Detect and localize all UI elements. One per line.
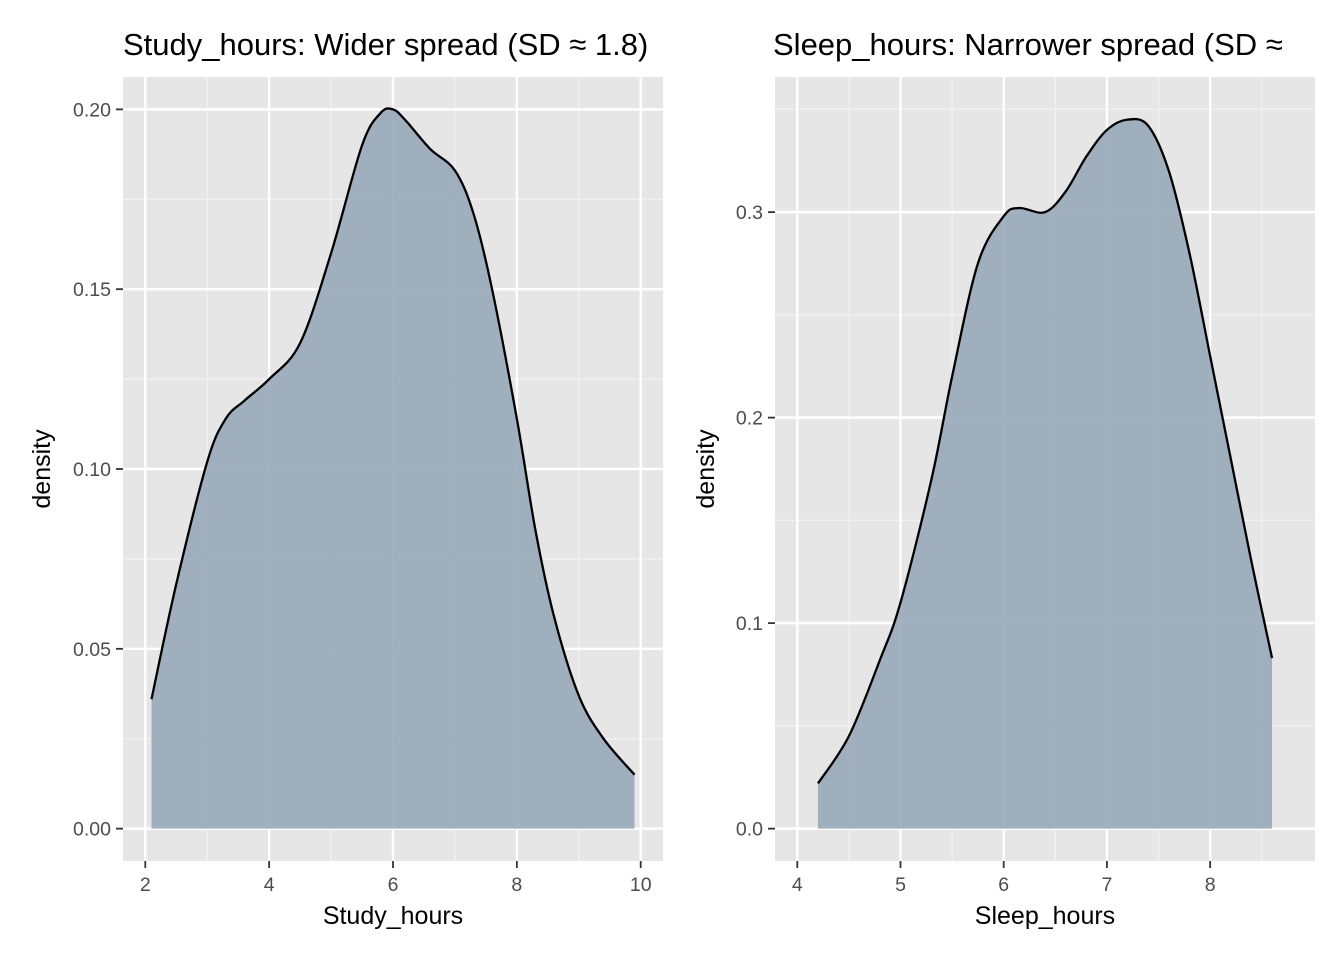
y-tick-label: 0.3 bbox=[736, 202, 763, 224]
y-tick-label: 0.0 bbox=[736, 819, 763, 841]
y-tick-label: 0.00 bbox=[73, 819, 111, 841]
y-axis-title: density bbox=[28, 429, 56, 509]
x-tick-label: 7 bbox=[1101, 874, 1112, 896]
x-tick-label: 6 bbox=[998, 874, 1009, 896]
x-tick-label: 4 bbox=[792, 874, 803, 896]
density-line bbox=[150, 107, 636, 776]
panel-study-hours: 2 4 6 8 10 0.00 0.05 0.10 0.15 0.20 Study_hours den… bbox=[28, 27, 663, 930]
y-tick-label: 0.20 bbox=[73, 99, 111, 121]
chart-title: Study_hours: Wider spread (SD ≈ 1.8) bbox=[123, 27, 648, 62]
chart-title: Sleep_hours: Narrower spread (SD ≈ bbox=[773, 27, 1283, 62]
y-tick-label: 0.05 bbox=[73, 639, 111, 661]
x-tick-label: 8 bbox=[511, 874, 522, 896]
density-area bbox=[817, 119, 1273, 829]
x-tick-label: 8 bbox=[1205, 874, 1216, 896]
x-tick-label: 6 bbox=[388, 874, 399, 896]
x-axis-title: Sleep_hours bbox=[975, 902, 1115, 930]
density-area bbox=[151, 108, 635, 829]
x-tick-label: 2 bbox=[140, 874, 151, 896]
x-tick-label: 10 bbox=[630, 874, 652, 896]
y-tick-label: 0.10 bbox=[73, 459, 111, 481]
density-line bbox=[816, 117, 1274, 785]
y-tick-label: 0.1 bbox=[736, 613, 763, 635]
x-tick-label: 5 bbox=[895, 874, 906, 896]
y-tick-label: 0.2 bbox=[736, 408, 763, 430]
x-tick-label: 4 bbox=[264, 874, 275, 896]
y-tick-label: 0.15 bbox=[73, 279, 111, 301]
panel-sleep-hours: 4 5 6 7 8 0.0 0.1 0.2 0.3 Sleep_hours density Sleep… bbox=[692, 27, 1315, 930]
y-axis-title: density bbox=[692, 429, 720, 509]
x-axis-title: Study_hours bbox=[323, 902, 463, 930]
